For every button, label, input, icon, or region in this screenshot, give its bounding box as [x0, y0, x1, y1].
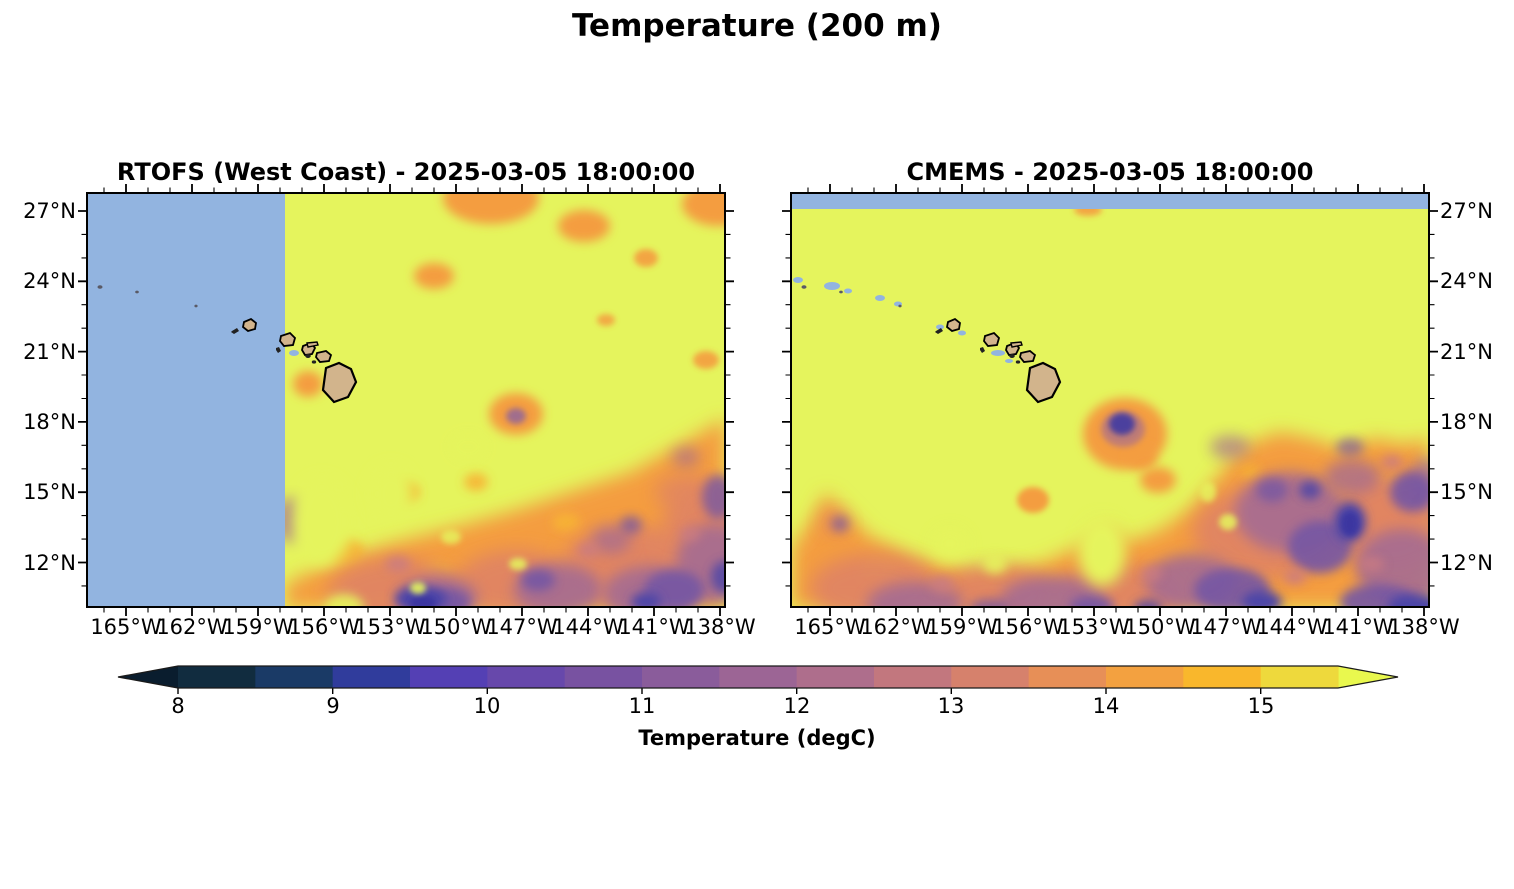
rtofs-lon-tick-label: 147°W: [486, 615, 558, 639]
cmems-lon-tick-label: 156°W: [992, 615, 1064, 639]
rtofs-lat-tick-label: 27°N: [23, 199, 76, 223]
colorbar-tick-label: 9: [326, 694, 340, 718]
colorbar-tick-label: 13: [937, 694, 965, 718]
cmems-map-canvas: [782, 184, 1438, 616]
cmems-no-data-strip: [792, 194, 1428, 209]
cmems-lon-tick-label: 150°W: [1124, 615, 1196, 639]
cmems-lat-tick-label: 18°N: [1440, 410, 1493, 434]
figure-title: Temperature (200 m): [572, 8, 942, 44]
rtofs-lat-tick-label: 15°N: [23, 480, 76, 504]
panel-cmems-title: CMEMS - 2025-03-05 18:00:00: [906, 158, 1314, 186]
cmems-axis-ticks: [782, 184, 1438, 616]
cmems-lon-tick-label: 165°W: [794, 615, 866, 639]
cmems-lat-tick-label: 27°N: [1440, 199, 1493, 223]
cmems-lon-tick-label: 138°W: [1388, 615, 1460, 639]
rtofs-lon-tick-label: 159°W: [222, 615, 294, 639]
cmems-lon-tick-label: 159°W: [926, 615, 998, 639]
shallow-water-patches: [793, 277, 1013, 363]
panel-rtofs: RTOFS (West Coast) - 2025-03-05 18:00:00: [23, 158, 756, 639]
rtofs-lon-tick-label: 153°W: [354, 615, 426, 639]
panel-rtofs-title: RTOFS (West Coast) - 2025-03-05 18:00:00: [116, 158, 696, 186]
rtofs-lat-tick-label: 24°N: [23, 269, 76, 293]
rtofs-lon-tick-label: 138°W: [684, 615, 756, 639]
rtofs-axis-ticks: [78, 184, 734, 616]
rtofs-lat-tick-label: 21°N: [23, 340, 76, 364]
colorbar: [0, 655, 1514, 700]
cmems-lon-tick-label: 162°W: [860, 615, 932, 639]
colorbar-tick-label: 10: [473, 694, 501, 718]
rtofs-lat-tick-label: 12°N: [23, 551, 76, 575]
cmems-lat-tick-label: 12°N: [1440, 551, 1493, 575]
colorbar-tick-label: 12: [783, 694, 811, 718]
colorbar-tick-label: 11: [628, 694, 656, 718]
cmems-lon-tick-label: 144°W: [1256, 615, 1328, 639]
rtofs-lon-tick-label: 165°W: [90, 615, 162, 639]
cmems-plot-border: [790, 192, 1430, 608]
rtofs-lon-tick-label: 150°W: [420, 615, 492, 639]
cmems-temperature-field: [792, 194, 1428, 606]
colorbar-tick-label: 8: [171, 694, 185, 718]
rtofs-lat-tick-label: 18°N: [23, 410, 76, 434]
colorbar-label: Temperature (degC): [638, 726, 876, 750]
rtofs-lon-tick-label: 144°W: [552, 615, 624, 639]
rtofs-plot-border: [86, 192, 726, 608]
colorbar-segments: [117, 665, 1399, 694]
cmems-lat-tick-label: 15°N: [1440, 480, 1493, 504]
rtofs-lon-tick-label: 162°W: [156, 615, 228, 639]
cmems-lon-tick-label: 153°W: [1058, 615, 1130, 639]
cmems-lat-tick-label: 21°N: [1440, 340, 1493, 364]
colorbar-tick-label: 14: [1092, 694, 1120, 718]
panel-cmems: CMEMS - 2025-03-05 18:00:00: [782, 158, 1493, 639]
rtofs-map-canvas: [78, 184, 734, 616]
colorbar-canvas: [117, 665, 1399, 694]
shallow-water-patch: [289, 350, 299, 356]
rtofs-lon-tick-label: 141°W: [618, 615, 690, 639]
rtofs-lon-tick-label: 156°W: [288, 615, 360, 639]
cmems-lon-tick-label: 141°W: [1322, 615, 1394, 639]
cmems-lon-tick-label: 147°W: [1190, 615, 1262, 639]
colorbar-tick-label: 15: [1247, 694, 1275, 718]
cmems-lat-tick-label: 24°N: [1440, 269, 1493, 293]
rtofs-temperature-field: [285, 194, 724, 606]
